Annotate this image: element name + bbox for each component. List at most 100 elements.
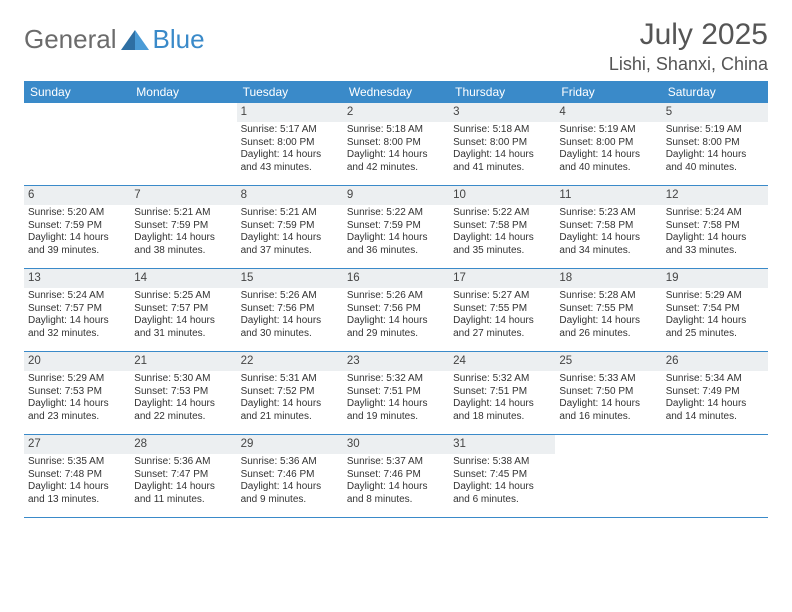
day-number: 22 (237, 352, 343, 371)
day-number: 26 (662, 352, 768, 371)
calendar-cell: 20Sunrise: 5:29 AMSunset: 7:53 PMDayligh… (24, 352, 130, 434)
calendar-cell: 8Sunrise: 5:21 AMSunset: 7:59 PMDaylight… (237, 186, 343, 268)
sunset-text: Sunset: 7:58 PM (666, 220, 764, 233)
calendar-cell: 12Sunrise: 5:24 AMSunset: 7:58 PMDayligh… (662, 186, 768, 268)
day-number: 17 (449, 269, 555, 288)
calendar-cell: 21Sunrise: 5:30 AMSunset: 7:53 PMDayligh… (130, 352, 236, 434)
day-header-row: SundayMondayTuesdayWednesdayThursdayFrid… (24, 81, 768, 103)
calendar-cell: 4Sunrise: 5:19 AMSunset: 8:00 PMDaylight… (555, 103, 661, 185)
calendar-cell: 24Sunrise: 5:32 AMSunset: 7:51 PMDayligh… (449, 352, 555, 434)
day-number: 1 (237, 103, 343, 122)
calendar-week: 13Sunrise: 5:24 AMSunset: 7:57 PMDayligh… (24, 269, 768, 352)
calendar-cell: 16Sunrise: 5:26 AMSunset: 7:56 PMDayligh… (343, 269, 449, 351)
calendar-cell: 5Sunrise: 5:19 AMSunset: 8:00 PMDaylight… (662, 103, 768, 185)
sunrise-text: Sunrise: 5:28 AM (559, 290, 657, 303)
sunset-text: Sunset: 7:53 PM (134, 386, 232, 399)
day-number: 18 (555, 269, 661, 288)
daylight-text: Daylight: 14 hours and 32 minutes. (28, 315, 126, 341)
daylight-text: Daylight: 14 hours and 39 minutes. (28, 232, 126, 258)
page-title: July 2025 (609, 18, 768, 52)
day-header: Saturday (662, 81, 768, 103)
sunrise-text: Sunrise: 5:22 AM (347, 207, 445, 220)
day-number: 7 (130, 186, 236, 205)
daylight-text: Daylight: 14 hours and 11 minutes. (134, 481, 232, 507)
sunrise-text: Sunrise: 5:24 AM (28, 290, 126, 303)
sunrise-text: Sunrise: 5:26 AM (241, 290, 339, 303)
day-header: Wednesday (343, 81, 449, 103)
day-number: 30 (343, 435, 449, 454)
daylight-text: Daylight: 14 hours and 41 minutes. (453, 149, 551, 175)
daylight-text: Daylight: 14 hours and 8 minutes. (347, 481, 445, 507)
calendar-cell: 18 Sunrise: 5:28 AMSunset: 7:55 PMDayligh… (555, 269, 661, 351)
sunrise-text: Sunrise: 5:31 AM (241, 373, 339, 386)
calendar-cell: 31Sunrise: 5:38 AMSunset: 7:45 PMDayligh… (449, 435, 555, 517)
sunrise-text: Sunrise: 5:17 AM (241, 124, 339, 137)
calendar-week: 20Sunrise: 5:29 AMSunset: 7:53 PMDayligh… (24, 352, 768, 435)
day-number: 14 (130, 269, 236, 288)
daylight-text: Daylight: 14 hours and 33 minutes. (666, 232, 764, 258)
sunrise-text: Sunrise: 5:18 AM (453, 124, 551, 137)
sunrise-text: Sunrise: 5:38 AM (453, 456, 551, 469)
daylight-text: Daylight: 14 hours and 36 minutes. (347, 232, 445, 258)
sunrise-text: Sunrise: 5:29 AM (666, 290, 764, 303)
day-header: Sunday (24, 81, 130, 103)
sunrise-text: Sunrise: 5:30 AM (134, 373, 232, 386)
sunrise-text: Sunrise: 5:26 AM (347, 290, 445, 303)
sunset-text: Sunset: 7:49 PM (666, 386, 764, 399)
calendar-cell: 6Sunrise: 5:20 AMSunset: 7:59 PMDaylight… (24, 186, 130, 268)
sunset-text: Sunset: 8:00 PM (347, 137, 445, 150)
sunset-text: Sunset: 7:55 PM (559, 303, 657, 316)
daylight-text: Daylight: 14 hours and 34 minutes. (559, 232, 657, 258)
day-number: 8 (237, 186, 343, 205)
daylight-text: Daylight: 14 hours and 23 minutes. (28, 398, 126, 424)
sunrise-text: Sunrise: 5:32 AM (347, 373, 445, 386)
calendar-cell: 3Sunrise: 5:18 AMSunset: 8:00 PMDaylight… (449, 103, 555, 185)
sunrise-text: Sunrise: 5:37 AM (347, 456, 445, 469)
calendar-cell: 25Sunrise: 5:33 AMSunset: 7:50 PMDayligh… (555, 352, 661, 434)
calendar-cell: 10Sunrise: 5:22 AMSunset: 7:58 PMDayligh… (449, 186, 555, 268)
sunrise-text: Sunrise: 5:27 AM (453, 290, 551, 303)
sunset-text: Sunset: 7:58 PM (559, 220, 657, 233)
daylight-text: Daylight: 14 hours and 26 minutes. (559, 315, 657, 341)
calendar-cell: 27Sunrise: 5:35 AMSunset: 7:48 PMDayligh… (24, 435, 130, 517)
calendar-week: 6Sunrise: 5:20 AMSunset: 7:59 PMDaylight… (24, 186, 768, 269)
sunset-text: Sunset: 7:45 PM (453, 469, 551, 482)
calendar-cell: 22Sunrise: 5:31 AMSunset: 7:52 PMDayligh… (237, 352, 343, 434)
sunset-text: Sunset: 7:56 PM (347, 303, 445, 316)
sunset-text: Sunset: 7:57 PM (28, 303, 126, 316)
day-number: 3 (449, 103, 555, 122)
calendar-cell: 15Sunrise: 5:26 AMSunset: 7:56 PMDayligh… (237, 269, 343, 351)
daylight-text: Daylight: 14 hours and 19 minutes. (347, 398, 445, 424)
calendar-cell: 30 Sunrise: 5:37 AMSunset: 7:46 PMDayligh… (343, 435, 449, 517)
sunrise-text: Sunrise: 5:29 AM (28, 373, 126, 386)
sunset-text: Sunset: 8:00 PM (241, 137, 339, 150)
sunrise-text: Sunrise: 5:20 AM (28, 207, 126, 220)
daylight-text: Daylight: 14 hours and 35 minutes. (453, 232, 551, 258)
daylight-text: Daylight: 14 hours and 21 minutes. (241, 398, 339, 424)
logo: General Blue (24, 24, 205, 55)
sunset-text: Sunset: 7:53 PM (28, 386, 126, 399)
sunrise-text: Sunrise: 5:34 AM (666, 373, 764, 386)
sunset-text: Sunset: 7:46 PM (347, 469, 445, 482)
daylight-text: Daylight: 14 hours and 25 minutes. (666, 315, 764, 341)
sunset-text: Sunset: 8:00 PM (666, 137, 764, 150)
day-number: 2 (343, 103, 449, 122)
day-number: 15 (237, 269, 343, 288)
sunrise-text: Sunrise: 5:36 AM (241, 456, 339, 469)
calendar-cell (662, 435, 768, 517)
sunset-text: Sunset: 7:59 PM (28, 220, 126, 233)
sunset-text: Sunset: 7:48 PM (28, 469, 126, 482)
daylight-text: Daylight: 14 hours and 18 minutes. (453, 398, 551, 424)
day-number: 27 (24, 435, 130, 454)
logo-word1: General (24, 24, 117, 55)
day-number: 28 (130, 435, 236, 454)
sunrise-text: Sunrise: 5:19 AM (559, 124, 657, 137)
sunset-text: Sunset: 7:59 PM (134, 220, 232, 233)
daylight-text: Daylight: 14 hours and 13 minutes. (28, 481, 126, 507)
sunrise-text: Sunrise: 5:36 AM (134, 456, 232, 469)
location-text: Lishi, Shanxi, China (609, 54, 768, 75)
day-number: 10 (449, 186, 555, 205)
sunrise-text: Sunrise: 5:25 AM (134, 290, 232, 303)
calendar-cell: 28Sunrise: 5:36 AMSunset: 7:47 PMDayligh… (130, 435, 236, 517)
sunset-text: Sunset: 7:50 PM (559, 386, 657, 399)
